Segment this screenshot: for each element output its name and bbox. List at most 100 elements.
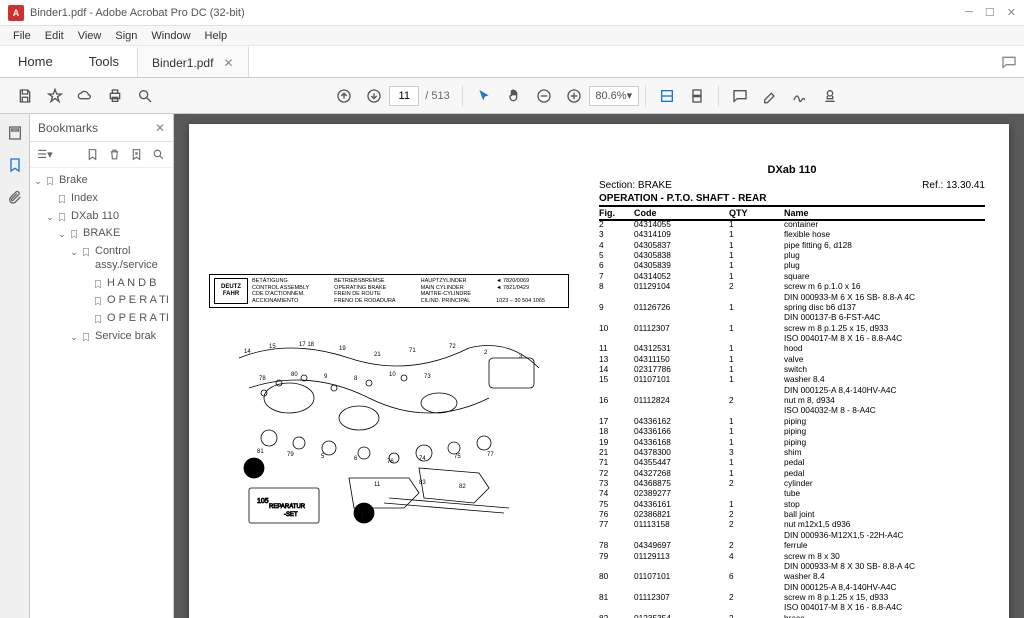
menu-help[interactable]: Help [198,30,235,42]
close-tab-icon[interactable]: ✕ [223,56,233,70]
page-up-icon[interactable] [331,83,357,109]
table-row: 77011131582nut m12x1,5 d936 [599,519,985,529]
table-row: 15011071011washer 8.4 [599,374,985,384]
fit-width-icon[interactable] [654,83,680,109]
parts-table: 2043140551container3043141091flexible ho… [599,219,985,618]
page-total: / 513 [425,90,449,102]
app-icon: A [8,5,24,21]
sidebar-title: Bookmarks [38,121,98,135]
find-bookmark-icon[interactable] [127,146,145,164]
bookmark-node[interactable]: ⌄Service brak [32,328,171,346]
ref-label: Ref.: 13.30.41 [922,180,985,191]
table-row: 7043140521square [599,271,985,281]
svg-text:76: 76 [387,459,394,465]
bookmark-node[interactable]: ⌄Brake [32,172,171,190]
star-icon[interactable] [42,83,68,109]
sign-icon[interactable] [787,83,813,109]
delete-bookmark-icon[interactable] [105,146,123,164]
close-button[interactable]: ✕ [1007,6,1016,19]
zoom-level[interactable]: 80.6% ▾ [589,86,639,106]
maximize-button[interactable]: ☐ [985,6,995,19]
svg-text:6: 6 [354,456,358,462]
table-row: 72043272681pedal [599,468,985,478]
table-row: 7402389277tube [599,488,985,498]
svg-text:77: 77 [487,452,494,458]
page-down-icon[interactable] [361,83,387,109]
thumbnails-rail-icon[interactable] [4,122,26,144]
tools-tab[interactable]: Tools [71,46,137,77]
search-icon[interactable] [132,83,158,109]
table-row: 19043361681piping [599,437,985,447]
svg-text:71: 71 [409,348,416,354]
options-icon[interactable]: ☰▾ [36,146,54,164]
menu-sign[interactable]: Sign [108,30,144,42]
print-icon[interactable] [102,83,128,109]
svg-text:-SET: -SET [284,512,298,518]
table-row: 78043496972ferrule [599,540,985,550]
bookmarks-rail-icon[interactable] [4,154,26,176]
table-row: 81011123072screw m 8 p.1.25 x 15, d933 [599,592,985,602]
table-row: 82012353542brace [599,613,985,618]
save-icon[interactable] [12,83,38,109]
zoom-out-icon[interactable] [531,83,557,109]
col-name: Name [784,208,985,218]
table-row: 2043140551container [599,219,985,229]
exploded-diagram: DEUTZ FAHR BETÄTIGUNGBETRIEBSBREMSEHAUPT… [209,274,569,554]
highlight-icon[interactable] [757,83,783,109]
home-tab[interactable]: Home [0,46,71,77]
bookmark-node[interactable]: O P E R A TI [32,292,171,310]
cloud-icon[interactable] [72,83,98,109]
zoom-in-icon[interactable] [561,83,587,109]
svg-text:8: 8 [354,376,358,382]
bookmark-node[interactable]: O P E R A TI [32,310,171,328]
minimize-button[interactable]: ─ [965,6,973,19]
svg-text:79: 79 [287,452,294,458]
hand-icon[interactable] [501,83,527,109]
comment-icon[interactable] [727,83,753,109]
svg-text:81: 81 [257,449,264,455]
page-number-input[interactable] [389,86,419,106]
new-bookmark-icon[interactable] [83,146,101,164]
bookmark-node[interactable]: H A N D B [32,275,171,293]
bookmark-node[interactable]: ⌄DXab 110 [32,208,171,226]
svg-text:19: 19 [339,346,346,352]
menu-window[interactable]: Window [144,30,197,42]
table-row: 5043058381plug [599,250,985,260]
chat-icon[interactable] [994,46,1024,77]
table-row: 17043361621piping [599,416,985,426]
table-row: 8011291042screw m 6 p.1.0 x 16 [599,281,985,291]
document-tab[interactable]: Binder1.pdf ✕ [137,46,248,77]
table-row: 71043554471pedal [599,457,985,467]
scroll-mode-icon[interactable] [684,83,710,109]
col-qty: QTY [729,208,784,218]
col-fig: Fig. [599,208,634,218]
table-row: 79011291134screw m 8 x 30 [599,551,985,561]
bookmark-node[interactable]: ⌄Control assy./service [32,243,171,275]
svg-text:74: 74 [419,456,426,462]
window-title: Binder1.pdf - Adobe Acrobat Pro DC (32-b… [30,7,245,19]
svg-text:17 18: 17 18 [299,342,315,348]
document-tab-label: Binder1.pdf [152,56,213,70]
table-row: 4043058371pipe fitting 6, d128 [599,240,985,250]
table-row: 11043125311hood [599,343,985,353]
table-row: 75043361611stop [599,499,985,509]
menu-file[interactable]: File [6,30,38,42]
attachments-rail-icon[interactable] [4,186,26,208]
bookmark-node[interactable]: Index [32,190,171,208]
svg-text:78: 78 [259,376,266,382]
table-row: 14023177861switch [599,364,985,374]
operation-title: OPERATION - P.T.O. SHAFT - REAR [599,193,985,207]
svg-text:REPARATUR: REPARATUR [269,504,306,510]
expand-bookmark-icon[interactable] [149,146,167,164]
stamp-icon[interactable] [817,83,843,109]
svg-text:10: 10 [389,372,396,378]
sidebar-close-icon[interactable]: ✕ [155,121,165,135]
svg-text:82: 82 [459,484,466,490]
menu-view[interactable]: View [71,30,109,42]
table-row: 21043783003shim [599,447,985,457]
bookmark-node[interactable]: ⌄BRAKE [32,225,171,243]
table-row: 73043688752cylinder [599,478,985,488]
pointer-icon[interactable] [471,83,497,109]
menu-edit[interactable]: Edit [38,30,71,42]
svg-text:B: B [361,509,367,519]
